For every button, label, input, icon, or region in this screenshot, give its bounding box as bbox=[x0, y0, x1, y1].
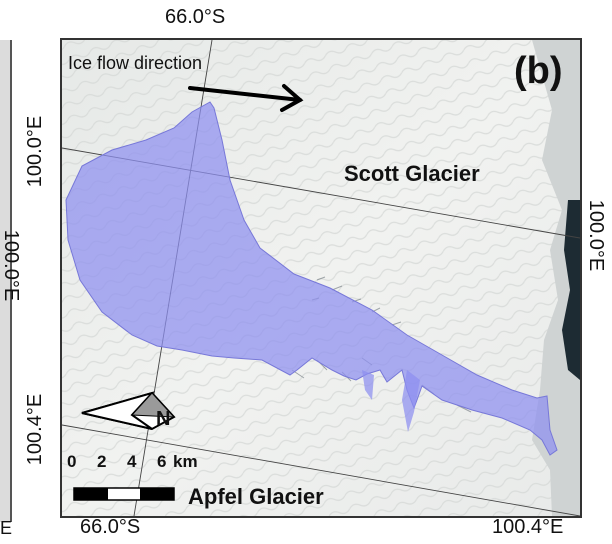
map-frame bbox=[60, 38, 582, 518]
left-panel-lon-label: 100.0°E bbox=[0, 229, 23, 302]
scale-tick-2: 2 bbox=[97, 452, 107, 471]
scale-bar bbox=[73, 487, 175, 501]
lon-label-left-upper: 100.0°E bbox=[24, 115, 47, 188]
apfel-glacier-label: Apfel Glacier bbox=[188, 484, 324, 509]
panel-label: (b) bbox=[514, 50, 563, 92]
lon-label-bottom: 100.4°E bbox=[492, 516, 564, 538]
ice-flow-label: Ice flow direction bbox=[68, 53, 203, 73]
scale-tick-0: 0 bbox=[67, 452, 77, 471]
scale-tick-4: 4 bbox=[127, 452, 137, 471]
lat-label-top: 66.0°S bbox=[165, 6, 226, 28]
glacier-tongue bbox=[362, 370, 420, 432]
ice-flow-arrow bbox=[188, 84, 304, 112]
left-panel-partial-label: E bbox=[0, 518, 13, 538]
scott-glacier-label: Scott Glacier bbox=[344, 161, 480, 186]
left-panel-edge bbox=[0, 40, 12, 522]
satellite-map bbox=[62, 40, 580, 516]
north-arrow bbox=[81, 391, 176, 431]
lat-label-bottom: 66.0°S bbox=[80, 516, 141, 538]
scale-tick-6: 6 bbox=[157, 452, 167, 471]
north-label: N bbox=[156, 408, 171, 430]
scale-unit: km bbox=[173, 452, 198, 471]
lon-label-right: 100.0°E bbox=[585, 199, 608, 272]
ocean-dark bbox=[562, 200, 580, 380]
lon-label-left-lower: 100.4°E bbox=[24, 393, 47, 466]
